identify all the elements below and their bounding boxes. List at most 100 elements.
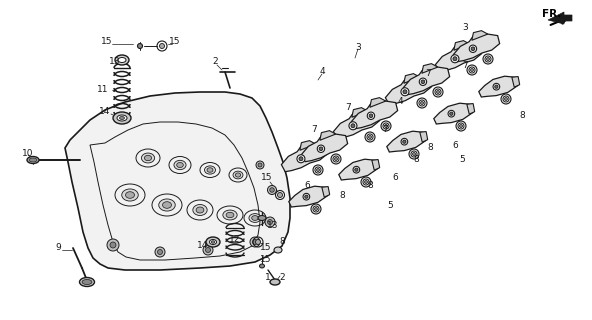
Ellipse shape xyxy=(113,112,131,124)
Ellipse shape xyxy=(471,47,475,51)
Ellipse shape xyxy=(401,88,409,96)
Text: 3: 3 xyxy=(355,43,361,52)
Ellipse shape xyxy=(141,153,155,163)
Text: 9: 9 xyxy=(55,244,61,252)
Ellipse shape xyxy=(174,160,186,170)
Ellipse shape xyxy=(469,67,475,73)
Polygon shape xyxy=(479,76,518,97)
Text: 8: 8 xyxy=(427,143,433,153)
Ellipse shape xyxy=(493,84,500,90)
Text: FR.: FR. xyxy=(542,9,561,19)
Ellipse shape xyxy=(315,167,321,173)
Text: 7: 7 xyxy=(311,125,317,134)
Polygon shape xyxy=(420,132,427,142)
Ellipse shape xyxy=(137,44,143,49)
Polygon shape xyxy=(300,141,316,150)
Ellipse shape xyxy=(411,151,417,157)
Ellipse shape xyxy=(159,44,165,49)
Ellipse shape xyxy=(274,247,282,253)
Ellipse shape xyxy=(226,212,234,218)
Ellipse shape xyxy=(211,241,215,243)
Ellipse shape xyxy=(501,94,511,104)
Text: 5: 5 xyxy=(387,201,393,210)
Text: 11: 11 xyxy=(96,85,108,94)
Polygon shape xyxy=(434,103,473,124)
Ellipse shape xyxy=(421,80,425,84)
Ellipse shape xyxy=(305,195,308,198)
Ellipse shape xyxy=(313,206,319,212)
Ellipse shape xyxy=(157,250,162,254)
Text: 15: 15 xyxy=(261,173,273,182)
Ellipse shape xyxy=(436,91,439,93)
Ellipse shape xyxy=(469,45,477,52)
Ellipse shape xyxy=(317,145,324,152)
Ellipse shape xyxy=(384,124,388,127)
Ellipse shape xyxy=(258,215,266,220)
Ellipse shape xyxy=(450,112,453,115)
Ellipse shape xyxy=(29,158,37,162)
Text: 7: 7 xyxy=(382,125,388,134)
Ellipse shape xyxy=(122,189,139,201)
Polygon shape xyxy=(289,186,328,207)
Ellipse shape xyxy=(456,121,466,131)
Ellipse shape xyxy=(420,101,423,105)
Ellipse shape xyxy=(82,279,92,284)
Polygon shape xyxy=(385,77,432,105)
Ellipse shape xyxy=(331,154,341,164)
Ellipse shape xyxy=(115,55,129,65)
Ellipse shape xyxy=(349,122,357,130)
Polygon shape xyxy=(403,67,450,95)
Ellipse shape xyxy=(268,186,276,195)
Text: 2: 2 xyxy=(212,58,218,67)
Ellipse shape xyxy=(413,153,416,156)
Ellipse shape xyxy=(233,171,243,179)
Ellipse shape xyxy=(381,121,391,131)
Ellipse shape xyxy=(253,239,258,244)
Ellipse shape xyxy=(495,85,498,88)
Text: 6: 6 xyxy=(452,140,458,149)
Ellipse shape xyxy=(433,87,443,97)
Ellipse shape xyxy=(417,98,427,108)
Text: 14: 14 xyxy=(197,242,209,251)
Ellipse shape xyxy=(401,138,408,145)
Polygon shape xyxy=(322,187,330,197)
Polygon shape xyxy=(352,108,368,117)
Polygon shape xyxy=(472,31,488,40)
Text: 15: 15 xyxy=(260,244,272,252)
Ellipse shape xyxy=(110,242,116,248)
Text: 8: 8 xyxy=(279,237,285,246)
Polygon shape xyxy=(370,98,386,107)
Ellipse shape xyxy=(334,157,337,161)
Polygon shape xyxy=(281,144,327,172)
Text: 8: 8 xyxy=(339,190,345,199)
Ellipse shape xyxy=(265,217,275,227)
Text: 2: 2 xyxy=(279,274,285,283)
Ellipse shape xyxy=(409,149,419,159)
Text: 15: 15 xyxy=(260,255,272,265)
Ellipse shape xyxy=(107,239,119,251)
Polygon shape xyxy=(453,34,500,62)
Ellipse shape xyxy=(419,78,427,85)
Polygon shape xyxy=(467,104,475,114)
Ellipse shape xyxy=(203,245,213,255)
Ellipse shape xyxy=(256,239,260,244)
Ellipse shape xyxy=(210,239,217,244)
Text: 8: 8 xyxy=(519,110,525,119)
Ellipse shape xyxy=(249,214,261,222)
Polygon shape xyxy=(435,44,482,72)
Text: 15: 15 xyxy=(169,37,181,46)
Ellipse shape xyxy=(278,193,282,197)
Ellipse shape xyxy=(483,54,493,64)
Ellipse shape xyxy=(235,173,241,177)
Ellipse shape xyxy=(419,100,425,106)
Polygon shape xyxy=(548,12,572,24)
Polygon shape xyxy=(301,134,348,162)
Text: 7: 7 xyxy=(425,69,431,78)
Ellipse shape xyxy=(369,114,373,117)
Ellipse shape xyxy=(126,192,134,198)
Ellipse shape xyxy=(503,96,509,102)
Ellipse shape xyxy=(252,216,258,220)
Ellipse shape xyxy=(361,177,371,187)
Ellipse shape xyxy=(162,202,172,208)
Ellipse shape xyxy=(313,165,323,175)
